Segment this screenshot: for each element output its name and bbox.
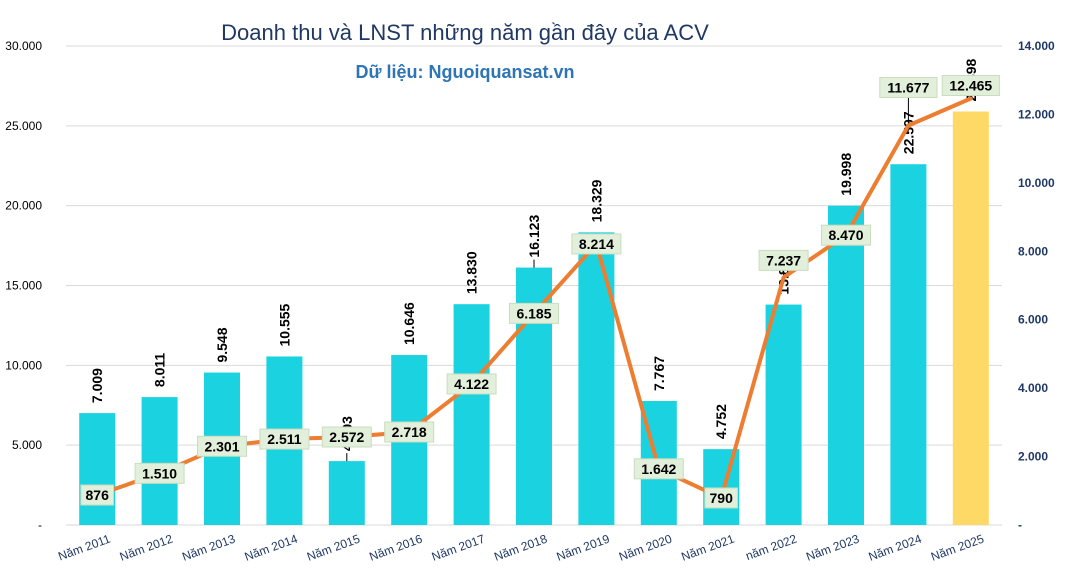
y-right-tick-label: 4.000 [1018, 381, 1048, 395]
revenue-bar [79, 413, 116, 525]
profit-label-box [879, 76, 938, 98]
chart-title: Doanh thu và LNST những năm gần đây của … [221, 20, 709, 45]
revenue-value-label: 10.646 [401, 302, 417, 345]
x-category-label: Năm 2021 [679, 532, 736, 564]
y-right-tick-label: 2.000 [1018, 450, 1048, 464]
x-category-label: Năm 2012 [118, 532, 175, 564]
x-category-label: Năm 2025 [929, 532, 986, 564]
y-axis-right: - 2.000 4.000 6.000 8.000 10.000 12.000 14.000 [1018, 39, 1055, 532]
revenue-value-label: 8.011 [152, 353, 168, 387]
profit-value-label: 11.677 [887, 79, 929, 95]
x-category-label: Năm 2020 [617, 532, 674, 564]
profit-label-box [259, 428, 310, 450]
profit-label-box [509, 302, 559, 324]
y-right-tick-label: 6.000 [1018, 313, 1048, 327]
profit-value-label: 6.185 [516, 305, 551, 321]
x-category-label: Năm 2017 [430, 532, 487, 564]
revenue-value-label: 13.830 [464, 251, 480, 294]
x-category-label: Năm 2011 [56, 532, 112, 564]
profit-value-label: 7.237 [766, 252, 801, 268]
revenue-bar [141, 397, 178, 525]
chart-subtitle: Dữ liệu: Nguoiquansat.vn [355, 62, 575, 82]
x-category-label: Năm 2013 [180, 532, 237, 564]
y-right-tick-label: - [1018, 518, 1022, 532]
revenue-bar [765, 304, 802, 525]
y-right-tick-label: 14.000 [1018, 39, 1055, 53]
profit-value-label: 4.122 [454, 376, 489, 392]
profit-value-label: 2.718 [392, 424, 427, 440]
revenue-value-label: 4.752 [713, 404, 729, 439]
y-left-tick-label: 30.000 [5, 39, 42, 53]
x-category-label: Năm 2014 [243, 532, 300, 564]
y-left-tick-label: 25.000 [5, 119, 42, 133]
y-left-tick-label: 15.000 [5, 279, 42, 293]
profit-value-label: 1.642 [641, 461, 676, 477]
revenue-bar [952, 111, 989, 525]
revenue-bar [453, 304, 490, 525]
revenue-bar [828, 205, 864, 525]
profit-label-box [384, 421, 435, 443]
revenue-value-label: 7.009 [89, 368, 105, 403]
profit-label-box [134, 462, 185, 484]
x-category-label: Năm 2019 [555, 532, 612, 564]
profit-value-label: 8.214 [579, 236, 614, 252]
y-right-tick-label: 8.000 [1018, 244, 1048, 258]
profit-label-box [80, 484, 114, 506]
x-axis-categories: Năm 2011 Năm 2012 Năm 2013 Năm 2014 Năm 2015… [56, 532, 986, 564]
revenue-value-label: 16.123 [526, 215, 542, 258]
profit-value-label: 876 [86, 487, 110, 503]
profit-value-label: 2.301 [204, 438, 239, 454]
profit-value-label: 2.572 [329, 429, 364, 445]
revenue-bar [890, 164, 927, 525]
x-category-label: Năm 2018 [492, 532, 549, 564]
profit-label-box [941, 75, 1000, 97]
revenue-value-label: 19.998 [838, 153, 854, 196]
profit-label-box [758, 249, 809, 271]
revenue-bar [578, 232, 615, 525]
x-category-label: Năm 2015 [305, 532, 362, 564]
y-left-tick-label: 20.000 [5, 199, 42, 213]
profit-label-box [704, 487, 739, 509]
revenue-bar [328, 461, 365, 525]
revenue-value-label: 9.548 [214, 327, 230, 362]
profit-label-box [446, 373, 497, 395]
profit-value-label: 12.465 [949, 78, 992, 94]
profit-label-box [571, 233, 622, 255]
x-category-label: Năm 2023 [804, 532, 861, 564]
profit-label-box [197, 435, 247, 457]
profit-label-box [821, 224, 871, 246]
x-category-label: năm 2022 [744, 532, 799, 564]
y-right-tick-label: 10.000 [1018, 176, 1055, 190]
profit-value-label: 1.510 [142, 465, 177, 481]
revenue-value-label: 7.767 [651, 356, 667, 391]
revenue-value-label: 18.329 [588, 179, 604, 222]
x-category-label: Năm 2024 [867, 532, 924, 564]
x-category-label: Năm 2016 [367, 532, 424, 564]
profit-label-box [321, 426, 372, 448]
profit-label-box [633, 458, 684, 480]
y-left-tick-label: 10.000 [5, 358, 42, 372]
y-left-tick-label: 5.000 [12, 438, 42, 452]
y-axis-left: - 5.000 10.000 15.000 20.000 25.000 30.000 [5, 39, 42, 532]
profit-data-labels: 876 1.510 2.301 2.511 2.572 2.718 4.122 6.185 8.… [80, 75, 1000, 509]
revenue-value-label: 10.555 [276, 303, 292, 346]
profit-value-label: 8.470 [828, 227, 863, 243]
y-left-tick-label: - [38, 518, 42, 532]
profit-value-label: 2.511 [267, 431, 301, 447]
profit-value-label: 790 [710, 490, 734, 506]
y-right-tick-label: 12.000 [1018, 107, 1055, 121]
